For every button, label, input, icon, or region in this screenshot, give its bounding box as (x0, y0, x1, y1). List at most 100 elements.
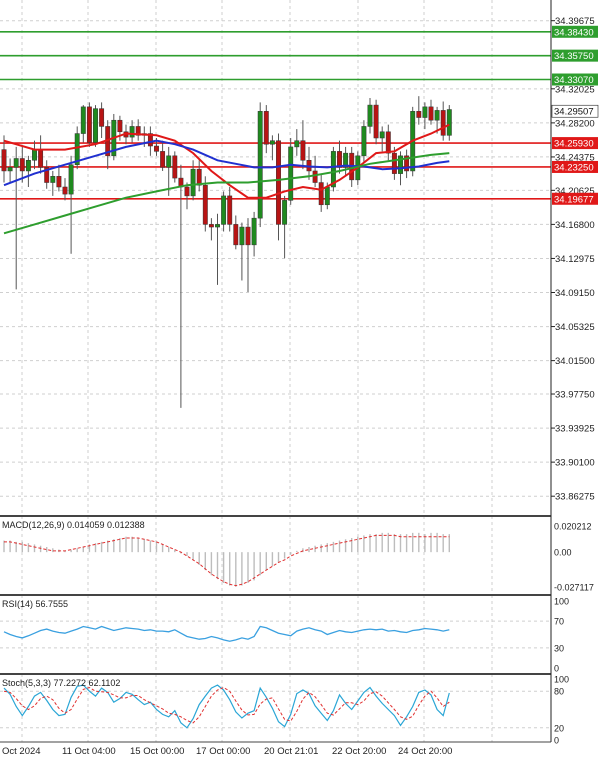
candle-body (379, 131, 385, 139)
macd-tick-label: -0.027117 (554, 583, 594, 593)
candle-body (7, 167, 13, 172)
candle-body (245, 226, 251, 246)
candle-body (404, 155, 410, 172)
candle-body (93, 108, 98, 143)
candle-body (257, 111, 263, 219)
candle-body (32, 149, 37, 161)
stochastic-pane: 100 80 20 0 (0, 675, 569, 746)
candle-body (391, 152, 397, 174)
rsi-line (3, 625, 450, 642)
time-axis-label: 24 Oct 20:00 (398, 746, 452, 757)
candle-body (1, 149, 7, 172)
candle-body (25, 160, 31, 172)
candle-body (239, 226, 245, 246)
candle-body (184, 186, 190, 197)
candle-body (44, 167, 50, 183)
time-axis-label: 22 Oct 20:00 (332, 746, 386, 757)
price-tick-label: 34.28200 (555, 118, 595, 129)
candle-body (74, 133, 80, 165)
candle-body (385, 131, 391, 154)
candle-body (166, 155, 172, 168)
rsi-tick-label: 0 (554, 664, 559, 674)
stochastic-tick-label: 80 (554, 687, 564, 697)
stochastic-label: Stoch(5,3,3) 77.2272 62.1102 (2, 678, 120, 688)
moving-average-lines (3, 123, 450, 235)
rsi-tick-label: 30 (554, 643, 564, 653)
candle-body (337, 151, 342, 168)
candle-body (62, 186, 68, 195)
candle-body (330, 151, 336, 188)
candle-body (367, 104, 373, 127)
candle-body (263, 111, 269, 145)
candle-body (99, 108, 105, 127)
level-price-tag (552, 137, 598, 150)
level-price-label: 34.33070 (554, 75, 594, 86)
candle-body (269, 140, 275, 145)
level-price-tag (552, 25, 598, 38)
stochastic-tick-label: 100 (554, 675, 569, 685)
candle-body (446, 109, 452, 136)
price-axis: 34.39675 34.32025 34.28200 34.24375 34.20625… (551, 16, 599, 503)
candle-body (86, 106, 92, 143)
time-axis-label: 17 Oct 00:00 (196, 746, 250, 757)
macd-tick-label: 0.00 (554, 548, 572, 558)
price-tick-label: 33.90100 (555, 458, 595, 469)
level-price-tag (552, 49, 598, 62)
rsi-label: RSI(14) 56.7555 (2, 599, 68, 609)
level-price-label: 34.35750 (554, 51, 594, 62)
candle-body (324, 186, 330, 206)
candle-body (343, 152, 349, 168)
stochastic-k-line (3, 684, 450, 729)
candle-body (440, 110, 446, 136)
moving-average-line (3, 139, 450, 187)
candle-body (80, 106, 86, 134)
price-tick-label: 33.97750 (555, 390, 595, 401)
level-price-label: 34.38430 (554, 27, 594, 38)
level-price-tag (552, 192, 598, 205)
candle-body (38, 149, 44, 168)
candle-body (68, 164, 74, 195)
candle-body (428, 106, 434, 121)
candle-body (56, 176, 62, 188)
candle-body (215, 224, 220, 228)
time-axis-label: 20 Oct 21:01 (264, 746, 318, 757)
candle-body (318, 182, 324, 206)
macd-signal-line (4, 534, 450, 587)
candle-body (227, 195, 233, 225)
candle-body (196, 168, 202, 186)
candle-body (361, 126, 367, 157)
time-axis-label: 15 Oct 00:00 (130, 746, 184, 757)
candle-body (117, 119, 123, 133)
candle-body (434, 110, 440, 121)
candle-body (282, 200, 288, 225)
candle-body (202, 184, 208, 225)
price-tick-label: 34.16800 (555, 220, 595, 231)
price-tick-label: 34.05325 (555, 322, 595, 333)
candle-body (221, 195, 227, 225)
candle-body (233, 224, 239, 246)
macd-label: MACD(12,26,9) 0.014059 0.012388 (2, 520, 145, 530)
stochastic-tick-label: 0 (554, 736, 559, 746)
candle-body (312, 170, 318, 183)
rsi-tick-label: 100 (554, 597, 569, 607)
time-axis-label: 11 Oct 04:00 (62, 746, 116, 757)
price-tick-label: 34.12975 (555, 254, 595, 265)
candle-body (129, 126, 135, 138)
price-tick-label: 34.32025 (555, 84, 595, 95)
candle-body (276, 140, 281, 225)
candle-body (251, 217, 257, 246)
time-axis-label: Oct 2024 (2, 746, 41, 757)
candle-body (135, 126, 141, 136)
candle-body (398, 155, 403, 174)
candle-body (294, 140, 300, 148)
candle-body (172, 155, 178, 179)
price-tick-label: 34.39675 (555, 16, 595, 27)
stochastic-d-line (3, 686, 450, 724)
price-tick-label: 34.09150 (555, 288, 595, 299)
level-price-label: 34.25930 (554, 139, 594, 150)
candle-body (190, 168, 196, 197)
candle-body (416, 111, 422, 118)
candle-body (154, 145, 159, 152)
